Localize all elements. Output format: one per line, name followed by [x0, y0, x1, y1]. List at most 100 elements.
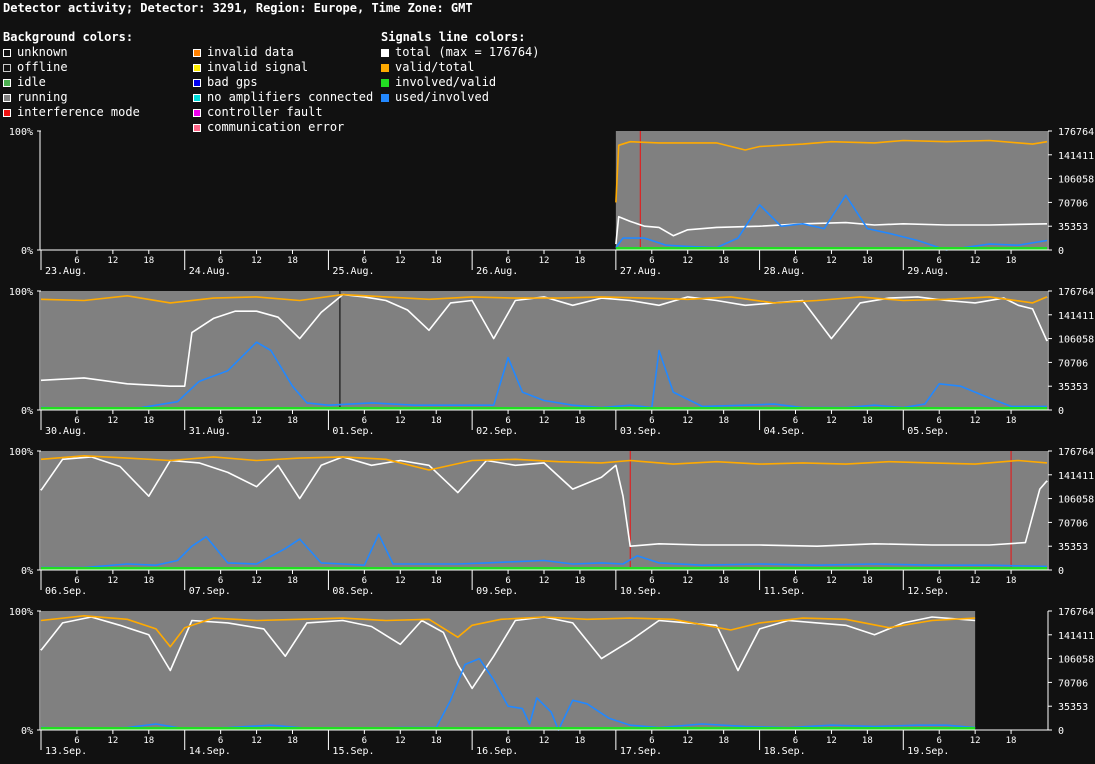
hour-tick-label: 18: [718, 256, 729, 266]
hour-tick-label: 18: [862, 416, 873, 426]
hour-tick-label: 18: [575, 736, 586, 746]
hour-tick-label: 12: [539, 736, 550, 746]
background-legend-swatch: [3, 63, 11, 72]
series-total-line: [40, 616, 976, 690]
hour-tick-label: 6: [649, 736, 654, 746]
hour-tick-label: 12: [826, 736, 837, 746]
hour-tick-label: 6: [362, 416, 367, 426]
background-legend: Background colors: unknown offline idle run…: [3, 30, 140, 120]
signals-legend-item: used/involved: [381, 90, 540, 105]
signals-legend-item: valid/total: [381, 60, 540, 75]
day-tick-label: 23.Aug.: [45, 266, 87, 277]
hour-tick-label: 12: [826, 256, 837, 266]
hour-tick-label: 12: [251, 256, 262, 266]
background-legend-label: offline: [17, 60, 68, 74]
right-tick-label: 70706: [1058, 198, 1088, 209]
right-tick-label: 141411: [1058, 151, 1094, 162]
day-tick-label: 19.Sep.: [907, 746, 949, 757]
hour-tick-label: 12: [682, 416, 693, 426]
background-legend-item: running: [3, 90, 140, 105]
day-tick-label: 28.Aug.: [764, 266, 806, 277]
right-tick-label: 106058: [1058, 655, 1094, 666]
hour-tick-label: 12: [970, 256, 981, 266]
background-legend-label: invalid signal: [207, 60, 309, 74]
hour-tick-label: 12: [682, 736, 693, 746]
background-legend-swatch: [3, 93, 11, 102]
day-tick-label: 13.Sep.: [45, 746, 87, 757]
hour-tick-label: 12: [395, 256, 406, 266]
series-valid-total-line: [40, 614, 976, 648]
right-tick-label: 141411: [1058, 311, 1094, 322]
right-tick-label: 35353: [1058, 382, 1088, 393]
hour-tick-label: 18: [143, 576, 154, 586]
signals-legend-swatch: [381, 63, 389, 72]
hour-tick-label: 6: [793, 416, 798, 426]
hour-tick-label: 6: [362, 576, 367, 586]
background-legend-label: interference mode: [17, 105, 140, 119]
hour-tick-label: 18: [431, 576, 442, 586]
left-tick-label: 0%: [21, 246, 33, 257]
day-tick-label: 15.Sep.: [332, 746, 374, 757]
background-legend-item: offline: [3, 60, 140, 75]
background-legend-item: invalid data: [193, 45, 373, 60]
series-valid-total-line: [40, 293, 1048, 304]
day-tick-label: 03.Sep.: [620, 426, 662, 437]
background-legend-item: idle: [3, 75, 140, 90]
running-background: [41, 291, 1047, 410]
day-tick-label: 26.Aug.: [476, 266, 518, 277]
background-legend-item: no amplifiers connected: [193, 90, 373, 105]
signals-legend-header: Signals line colors:: [381, 30, 526, 44]
hour-tick-label: 12: [251, 576, 262, 586]
background-legend-swatch: [193, 108, 201, 117]
hour-tick-label: 12: [395, 416, 406, 426]
left-tick-label: 0%: [21, 566, 33, 577]
day-tick-label: 01.Sep.: [332, 426, 374, 437]
signals-legend-swatch: [381, 48, 389, 57]
signals-legend: Signals line colors: total (max = 176764…: [381, 30, 540, 105]
right-tick-label: 35353: [1058, 702, 1088, 713]
right-tick-label: 0: [1058, 246, 1064, 257]
background-legend-item: communication error: [193, 120, 373, 135]
hour-tick-label: 18: [431, 416, 442, 426]
day-tick-label: 25.Aug.: [332, 266, 374, 277]
signals-legend-item: total (max = 176764): [381, 45, 540, 60]
background-legend-swatch: [193, 93, 201, 102]
series-used-involved-line: [41, 533, 1048, 569]
hour-tick-label: 6: [505, 256, 510, 266]
hour-tick-label: 18: [1006, 736, 1017, 746]
background-legend-item: controller fault: [193, 105, 373, 120]
background-legend-swatch: [3, 78, 11, 87]
hour-tick-label: 6: [937, 416, 942, 426]
hour-tick-label: 18: [287, 576, 298, 586]
background-legend-2: invalid data invalid signal bad gps no ampl…: [193, 30, 373, 135]
right-tick-label: 106058: [1058, 495, 1094, 506]
hour-tick-label: 6: [793, 736, 798, 746]
day-tick-label: 09.Sep.: [476, 586, 518, 597]
hour-tick-label: 18: [287, 736, 298, 746]
hour-tick-label: 12: [539, 416, 550, 426]
background-legend-swatch: [193, 63, 201, 72]
page-title: Detector activity; Detector: 3291, Regio…: [3, 1, 473, 15]
right-tick-label: 106058: [1058, 175, 1094, 186]
hour-tick-label: 6: [218, 256, 223, 266]
hour-tick-label: 12: [826, 416, 837, 426]
day-tick-label: 31.Aug.: [189, 426, 231, 437]
day-tick-label: 05.Sep.: [907, 426, 949, 437]
hour-tick-label: 6: [362, 736, 367, 746]
background-legend-swatch: [193, 123, 201, 132]
right-tick-label: 106058: [1058, 335, 1094, 346]
hour-tick-label: 12: [107, 416, 118, 426]
background-legend-label: idle: [17, 75, 46, 89]
hour-tick-label: 6: [793, 576, 798, 586]
background-legend-header: Background colors:: [3, 30, 134, 44]
left-tick-label: 0%: [21, 726, 33, 737]
hour-tick-label: 6: [74, 736, 79, 746]
hour-tick-label: 18: [862, 576, 873, 586]
hour-tick-label: 6: [218, 576, 223, 586]
day-tick-label: 18.Sep.: [764, 746, 806, 757]
left-tick-label: 0%: [21, 406, 33, 417]
background-legend-item: unknown: [3, 45, 140, 60]
hour-tick-label: 12: [107, 256, 118, 266]
hour-tick-label: 18: [862, 256, 873, 266]
